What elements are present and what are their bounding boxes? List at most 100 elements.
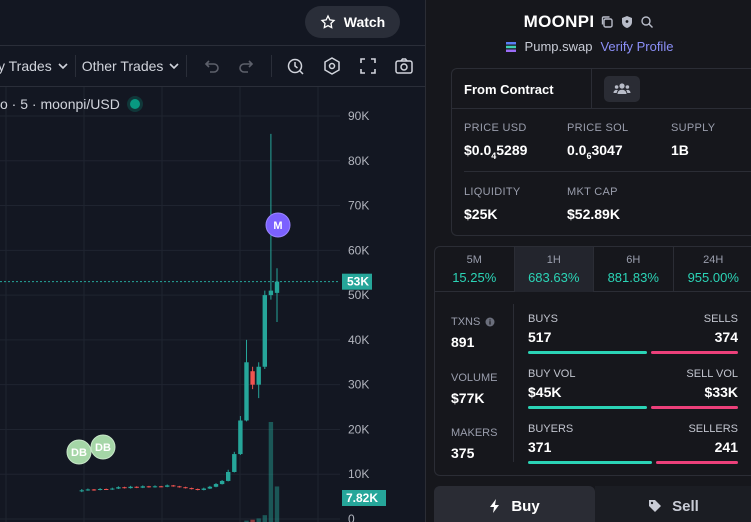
period-label: 5M (466, 254, 482, 266)
buy-vol-label: BUY VOL (528, 368, 576, 380)
period-tabs: 5M 15.25% 1H 683.63% 6H 881.83% 24H 955.… (435, 247, 751, 292)
tab-1h[interactable]: 1H 683.63% (514, 247, 594, 292)
candle-body (262, 295, 267, 367)
mkt-cap-stat: MKT CAP $52.89K (567, 186, 620, 222)
chevron-down-icon (58, 63, 68, 70)
redo-icon[interactable] (237, 56, 257, 76)
settings-hex-icon[interactable] (322, 56, 342, 76)
candle-body (128, 486, 133, 489)
candle-body (189, 488, 194, 490)
y-tick-label: 80K (348, 154, 369, 168)
y-tick-label: 30K (348, 378, 369, 392)
token-info-panel: MOONPI Pump.swap Verify Profile From Con… (425, 0, 751, 522)
y-tick-label: 90K (348, 109, 369, 123)
users-icon (613, 83, 631, 94)
candle-body (158, 486, 164, 488)
shield-icon[interactable] (620, 15, 634, 29)
copy-icon[interactable] (600, 15, 614, 29)
candle-body (110, 488, 115, 490)
toolbar-divider (186, 55, 188, 77)
price-axis: 90K 80K 70K 60K 50K 40K 30K 20K 10K 0 53K 7.82K (342, 109, 386, 522)
dex-name[interactable]: Pump.swap (524, 39, 593, 54)
info-icon[interactable] (485, 317, 495, 327)
period-change: 955.00% (687, 270, 739, 285)
liquidity-label: LIQUIDITY (464, 186, 521, 198)
tab-6h[interactable]: 6H 881.83% (594, 247, 674, 292)
candle-body (195, 488, 200, 490)
txns-label: TXNS (451, 316, 481, 328)
y-tick-label: 20K (348, 422, 369, 436)
lightning-icon (490, 499, 500, 513)
buys-bar (528, 351, 647, 354)
toolbar-divider (271, 55, 273, 77)
buyers-bar (528, 461, 652, 464)
price-usd-prefix: $0.0 (464, 142, 492, 158)
alert-clock-icon[interactable] (286, 56, 306, 76)
period-change: 881.83% (607, 270, 659, 285)
verify-profile-link[interactable]: Verify Profile (600, 39, 674, 54)
price-usd-stat: PRICE USD $0.045289 (464, 122, 527, 161)
buy-tab[interactable]: Buy (434, 486, 595, 522)
sellers-label: SELLERS (688, 423, 738, 435)
supply-label: SUPPLY (671, 122, 716, 134)
volume-metric: VOLUME $77K (451, 372, 497, 406)
price-sol-digits: 3047 (591, 142, 623, 158)
sells-label: SELLS (703, 313, 738, 325)
volume-bar (256, 518, 261, 522)
period-change: 15.25% (452, 270, 497, 285)
other-trades-dropdown[interactable]: Other Trades (82, 46, 181, 86)
last-price-tag (342, 273, 372, 290)
candle-body (85, 489, 91, 491)
volume-bar (268, 422, 274, 522)
volume-head: BUY VOL SELL VOL (528, 368, 738, 380)
buys-value: 517 (528, 329, 552, 345)
candle-body (177, 486, 182, 488)
liquidity-stat: LIQUIDITY $25K (464, 186, 521, 222)
volume-values: $45K $33K (528, 384, 738, 400)
holders-button[interactable] (604, 76, 640, 102)
buyers-sellers-bar (528, 461, 738, 464)
buyers-label: BUYERS (528, 423, 574, 435)
my-trades-dropdown[interactable]: y Trades (0, 46, 69, 86)
price-sol-label: PRICE SOL (567, 122, 629, 134)
undo-icon[interactable] (201, 56, 221, 76)
candle-body (250, 371, 255, 385)
volume-bar (274, 486, 280, 522)
price-usd-zero-count: 4 (491, 150, 497, 161)
price-sol-value: 0.063047 (567, 142, 628, 161)
mkt-cap-label: MKT CAP (567, 186, 618, 198)
price-usd-label: PRICE USD (464, 122, 527, 134)
buyers-sellers-head: BUYERS SELLERS (528, 423, 738, 435)
search-icon[interactable] (640, 15, 654, 29)
watch-button[interactable]: Watch (305, 6, 400, 38)
price-sol-prefix: 0.0 (567, 142, 587, 158)
camera-icon[interactable] (394, 56, 414, 76)
price-usd-digits: 5289 (496, 142, 528, 158)
candle-body (213, 484, 219, 487)
candle-body (268, 290, 274, 296)
token-stats-card: From Contract PRICE USD $0.045289 PRICE … (451, 68, 751, 236)
tab-5m[interactable]: 5M 15.25% (435, 247, 515, 292)
volume-bar (250, 519, 255, 522)
mkt-cap-value: $52.89K (567, 206, 620, 222)
makers-value: 375 (451, 445, 475, 461)
volume-bars (244, 422, 280, 522)
token-name: MOONPI (523, 12, 595, 31)
candle-body (116, 487, 121, 489)
activity-card: 5M 15.25% 1H 683.63% 6H 881.83% 24H 955.… (434, 246, 751, 476)
trade-marker-label: DB (71, 447, 87, 459)
trade-marker (66, 439, 92, 465)
from-contract-tab[interactable]: From Contract (452, 69, 592, 109)
star-icon (320, 14, 336, 29)
y-tick-label: 60K (348, 243, 369, 257)
price-sol-stat: PRICE SOL 0.063047 (567, 122, 628, 161)
sell-vol-bar (651, 406, 738, 409)
period-label: 6H (626, 254, 641, 266)
candle-body (79, 490, 84, 492)
tab-24h[interactable]: 24H 955.00% (674, 247, 751, 292)
candle-body (256, 366, 261, 385)
fullscreen-icon[interactable] (358, 56, 378, 76)
watch-label: Watch (343, 14, 386, 30)
sell-tab[interactable]: Sell (595, 486, 751, 522)
